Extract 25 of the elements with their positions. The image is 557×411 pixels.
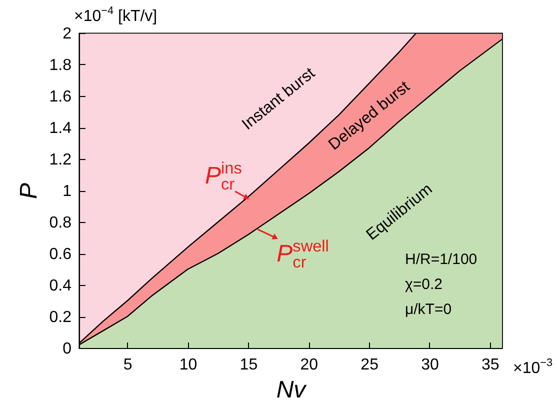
x-tick-label: 10 xyxy=(179,356,198,374)
y-tick-label: 1 xyxy=(62,183,72,200)
y-tick-label: 1.2 xyxy=(49,152,72,168)
annotation: H/R=1/100 xyxy=(405,251,478,268)
y-axis-title: P xyxy=(15,182,42,200)
y-tick-label: 0.2 xyxy=(49,309,72,326)
y-tick-label: 0 xyxy=(62,340,72,358)
x-axis-title: Nv xyxy=(276,376,308,404)
y-tick-label: 1.8 xyxy=(49,57,72,74)
y-tick-label: 0.4 xyxy=(49,278,72,294)
text: ×10$^{−3}$ xyxy=(513,357,553,377)
annotation: μ/kT=0 xyxy=(405,301,452,318)
y-tick-label: 1.4 xyxy=(49,120,72,137)
x-tick-label: 25 xyxy=(360,356,379,374)
x-tick-label: 5 xyxy=(123,356,132,374)
annotation: χ=0.2 xyxy=(405,276,442,293)
y-tick-label: 0.6 xyxy=(49,246,72,263)
y-tick-label: 0.8 xyxy=(49,214,72,232)
x-tick-label: 15 xyxy=(240,356,258,374)
text: ×10$^{−4}$ [kT/v] xyxy=(74,5,158,25)
x-tick-label: 35 xyxy=(482,356,500,374)
y-tick-label: 1.6 xyxy=(49,88,72,106)
y-tick-label: 2 xyxy=(62,26,72,42)
x-tick-label: 30 xyxy=(421,356,439,374)
x-tick-label: 20 xyxy=(300,356,318,374)
